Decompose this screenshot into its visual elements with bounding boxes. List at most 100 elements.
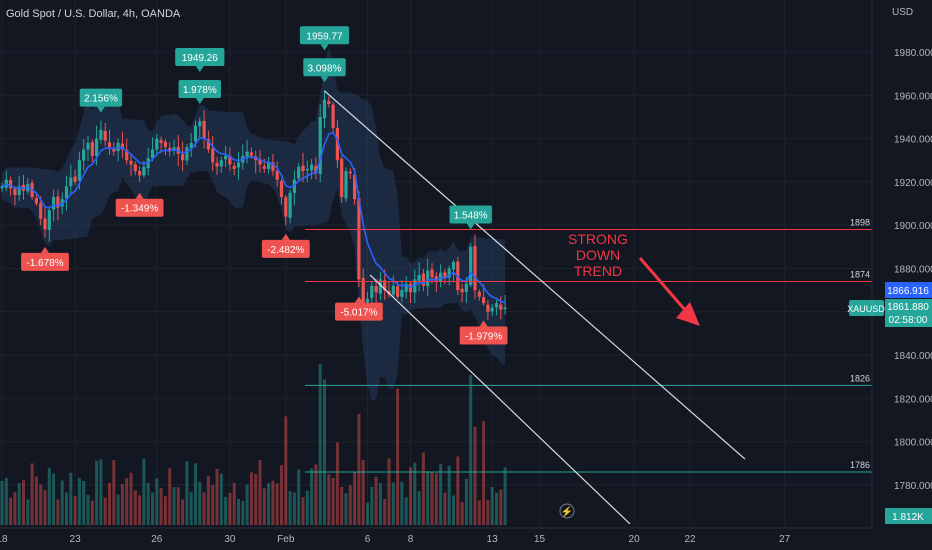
candle[interactable]	[447, 268, 451, 278]
candle[interactable]	[284, 197, 288, 217]
candle[interactable]	[301, 165, 305, 172]
candle[interactable]	[327, 101, 331, 104]
candle[interactable]	[469, 246, 473, 285]
candle[interactable]	[267, 162, 271, 169]
candle[interactable]	[310, 164, 314, 171]
candle[interactable]	[181, 154, 185, 161]
candle[interactable]	[464, 283, 468, 292]
candle[interactable]	[9, 180, 13, 189]
candle[interactable]	[494, 303, 499, 308]
candle[interactable]	[348, 171, 352, 174]
candle[interactable]	[52, 197, 56, 210]
candle[interactable]	[73, 176, 77, 182]
candle[interactable]	[473, 246, 477, 291]
candle[interactable]	[490, 307, 494, 312]
candle[interactable]	[258, 159, 262, 165]
candle[interactable]	[434, 276, 438, 282]
candle[interactable]	[404, 283, 408, 292]
candle[interactable]	[340, 158, 344, 198]
candle[interactable]	[344, 171, 348, 199]
candle[interactable]	[202, 120, 206, 139]
candle[interactable]	[211, 148, 215, 163]
candle[interactable]	[482, 297, 486, 304]
candle[interactable]	[335, 127, 339, 161]
candle[interactable]	[206, 139, 210, 150]
candle[interactable]	[198, 121, 202, 127]
candle[interactable]	[193, 125, 198, 142]
candle[interactable]	[47, 210, 51, 230]
trend-line-lower[interactable]	[369, 274, 631, 525]
candle[interactable]	[503, 307, 507, 310]
candle[interactable]	[318, 116, 322, 174]
candle[interactable]	[408, 283, 413, 293]
candle[interactable]	[228, 155, 232, 165]
candle[interactable]	[155, 138, 159, 150]
candle[interactable]	[86, 142, 90, 150]
candle[interactable]	[103, 130, 107, 141]
candle[interactable]	[95, 138, 99, 157]
candle[interactable]	[129, 160, 133, 165]
candle[interactable]	[125, 149, 129, 161]
candle[interactable]	[232, 165, 236, 169]
candle[interactable]	[99, 129, 103, 140]
candle[interactable]	[331, 104, 335, 128]
candle[interactable]	[219, 160, 223, 167]
candle[interactable]	[451, 262, 456, 270]
candle[interactable]	[297, 166, 301, 179]
candle[interactable]	[486, 304, 490, 312]
candle[interactable]	[120, 143, 124, 150]
candle[interactable]	[396, 286, 400, 297]
candle[interactable]	[353, 174, 357, 200]
candle[interactable]	[365, 298, 370, 303]
candle[interactable]	[426, 270, 430, 287]
candle[interactable]	[271, 162, 275, 172]
candle[interactable]	[477, 291, 481, 297]
candle[interactable]	[400, 290, 404, 297]
candle[interactable]	[34, 198, 38, 204]
candle[interactable]	[439, 272, 443, 282]
candle[interactable]	[163, 141, 167, 148]
candle[interactable]	[69, 177, 73, 187]
replay-icon[interactable]	[559, 503, 575, 519]
candle[interactable]	[245, 151, 249, 158]
candle[interactable]	[374, 286, 378, 293]
candle[interactable]	[279, 181, 284, 198]
candle[interactable]	[443, 272, 447, 278]
candle[interactable]	[322, 99, 327, 119]
candle[interactable]	[361, 278, 365, 304]
candle[interactable]	[417, 274, 421, 281]
candle[interactable]	[421, 273, 425, 286]
candle[interactable]	[499, 304, 503, 310]
candle[interactable]	[236, 162, 241, 168]
trend-line-upper[interactable]	[324, 90, 746, 460]
candle[interactable]	[314, 165, 318, 174]
candle[interactable]	[112, 148, 116, 152]
candle[interactable]	[159, 140, 163, 143]
candle[interactable]	[383, 280, 387, 291]
candle[interactable]	[60, 199, 64, 207]
candle[interactable]	[288, 192, 292, 218]
candle[interactable]	[133, 164, 137, 172]
candle[interactable]	[82, 149, 86, 161]
candle[interactable]	[430, 269, 434, 278]
candle[interactable]	[17, 186, 21, 196]
candle[interactable]	[142, 166, 146, 176]
candle[interactable]	[275, 170, 279, 180]
candle[interactable]	[90, 142, 94, 156]
candle[interactable]	[138, 171, 142, 176]
candle[interactable]	[224, 155, 228, 160]
candle[interactable]	[370, 285, 374, 298]
candle[interactable]	[305, 168, 309, 171]
candle[interactable]	[391, 285, 395, 295]
candle[interactable]	[56, 196, 60, 208]
candle[interactable]	[185, 147, 189, 161]
candle[interactable]	[378, 279, 382, 294]
candle[interactable]	[357, 198, 361, 280]
candle[interactable]	[215, 162, 219, 167]
symbol-badge[interactable]	[849, 300, 884, 316]
candle[interactable]	[43, 218, 47, 230]
candle[interactable]	[0, 186, 4, 189]
candle[interactable]	[189, 142, 193, 149]
candle[interactable]	[262, 166, 266, 169]
candle[interactable]	[150, 149, 155, 158]
